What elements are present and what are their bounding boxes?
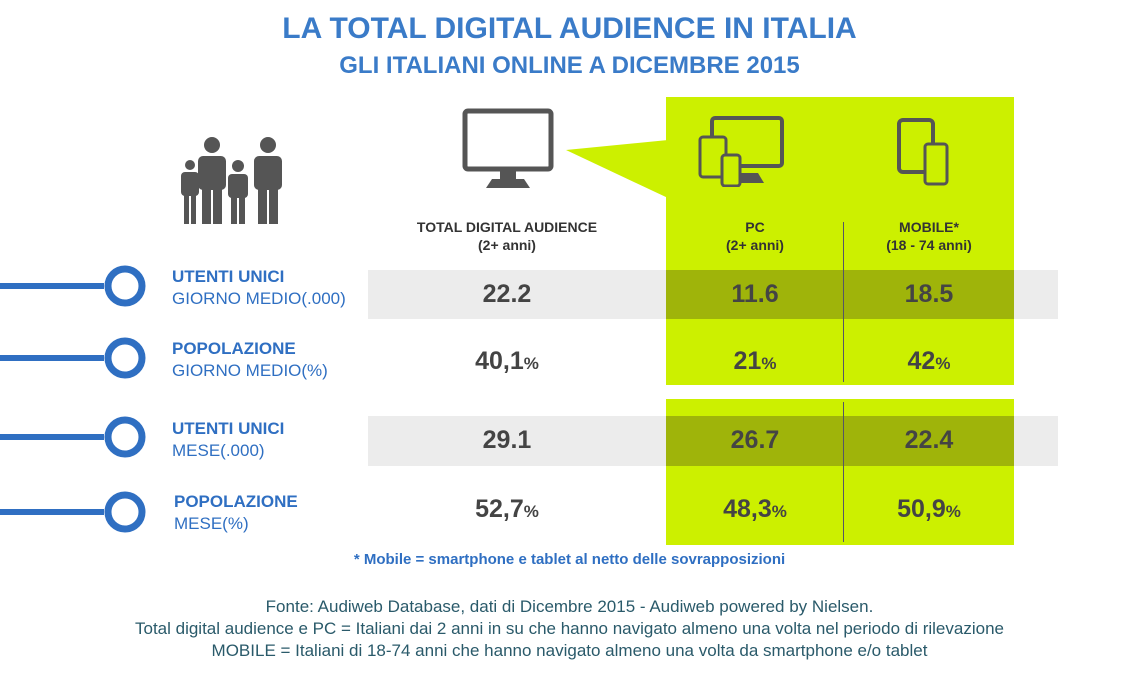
row-label-2-sub: GIORNO MEDIO(%)	[172, 361, 328, 380]
cell-r1-mobile: 18.5	[844, 280, 1014, 309]
source-line-2: Total digital audience e PC = Italiani d…	[134, 619, 1004, 638]
col-header-pc: PC (2+ anni)	[666, 218, 844, 254]
row-marker-ring-3	[104, 416, 146, 458]
page-subtitle: GLI ITALIANI ONLINE A DICEMBRE 2015	[339, 52, 800, 79]
cell-r1-pc: 11.6	[666, 280, 844, 309]
row-label-4-bold: POPOLAZIONE	[174, 492, 298, 511]
callout-pointer	[566, 140, 668, 198]
cell-r3-pc-value: 26.7	[730, 426, 780, 454]
col-header-mobile: MOBILE* (18 - 74 anni)	[844, 218, 1014, 254]
column-divider-lower	[843, 402, 844, 542]
col-header-pc-sub: (2+ anni)	[726, 237, 784, 253]
row-markers	[0, 265, 146, 533]
pc-devices-icon	[698, 116, 784, 187]
cell-r3-pc: 26.7	[666, 426, 844, 455]
row-band-1-highlight	[666, 270, 1014, 319]
cell-r2-pc-value: 21	[733, 347, 762, 375]
col-header-mobile-sub: (18 - 74 anni)	[886, 237, 972, 253]
source-line-1: Fonte: Audiweb Database, dati di Dicembr…	[265, 597, 874, 616]
cell-r2-mobile: 42%	[844, 347, 1014, 376]
cell-r3-total-value: 29.1	[482, 426, 532, 454]
cell-r4-total-value: 52,7	[475, 495, 524, 523]
family-icon	[181, 137, 282, 224]
cell-r1-mobile-value: 18.5	[904, 280, 954, 308]
cell-r1-total-value: 22.2	[482, 280, 532, 308]
col-header-total-sub: (2+ anni)	[478, 237, 536, 253]
row-label-1-sub: GIORNO MEDIO(.000)	[172, 289, 346, 308]
row-label-2-bold: POPOLAZIONE	[172, 339, 296, 358]
cell-r4-pc: 48,3%	[666, 495, 844, 524]
row-marker-ring-1	[104, 265, 146, 307]
cell-r3-mobile-value: 22.4	[904, 426, 954, 454]
cell-r4-mobile: 50,9%	[844, 495, 1014, 524]
row-label-3-bold: UTENTI UNICI	[172, 419, 285, 438]
cell-r1-total: 22.2	[400, 280, 614, 309]
row-label-4-sub: MESE(%)	[174, 514, 249, 533]
cell-r4-pc-suffix: %	[771, 502, 787, 521]
monitor-icon	[462, 108, 554, 188]
row-label-3-sub: MESE(.000)	[172, 441, 265, 460]
cell-r4-mobile-suffix: %	[945, 502, 961, 521]
cell-r2-total-suffix: %	[523, 354, 539, 373]
cell-r3-total: 29.1	[400, 426, 614, 455]
cell-r4-pc-value: 48,3	[723, 495, 772, 523]
row-label-2: POPOLAZIONE GIORNO MEDIO(%)	[172, 338, 328, 382]
cell-r4-mobile-value: 50,9	[897, 495, 946, 523]
mobile-devices-icon	[897, 118, 949, 186]
col-header-total-label: TOTAL DIGITAL AUDIENCE	[416, 219, 598, 235]
row-label-3: UTENTI UNICI MESE(.000)	[172, 418, 284, 462]
cell-r4-total: 52,7%	[400, 495, 614, 524]
cell-r2-mobile-suffix: %	[935, 354, 951, 373]
col-header-pc-label: PC	[745, 219, 765, 235]
cell-r2-mobile-value: 42	[907, 347, 936, 375]
source-notes: Fonte: Audiweb Database, dati di Dicembr…	[0, 596, 1139, 662]
row-label-1-bold: UTENTI UNICI	[172, 267, 285, 286]
col-header-total: TOTAL DIGITAL AUDIENCE (2+ anni)	[400, 218, 614, 254]
column-divider	[843, 222, 844, 382]
col-header-mobile-label: MOBILE*	[899, 219, 959, 235]
cell-r4-total-suffix: %	[523, 502, 539, 521]
source-line-3: MOBILE = Italiani di 18-74 anni che hann…	[211, 641, 928, 660]
cell-r1-pc-value: 11.6	[731, 280, 779, 308]
footnote: * Mobile = smartphone e tablet al netto …	[353, 551, 786, 568]
row-band-3-highlight	[666, 416, 1014, 466]
cell-r2-total: 40,1%	[400, 347, 614, 376]
cell-r2-pc-suffix: %	[761, 354, 777, 373]
cell-r3-mobile: 22.4	[844, 426, 1014, 455]
cell-r2-pc: 21%	[666, 347, 844, 376]
cell-r2-total-value: 40,1	[475, 347, 524, 375]
row-marker-ring-4	[104, 491, 146, 533]
page-title: LA TOTAL DIGITAL AUDIENCE IN ITALIA	[282, 12, 857, 45]
row-label-1: UTENTI UNICI GIORNO MEDIO(.000)	[172, 266, 346, 310]
row-label-4: POPOLAZIONE MESE(%)	[174, 491, 298, 535]
row-marker-ring-2	[104, 337, 146, 379]
